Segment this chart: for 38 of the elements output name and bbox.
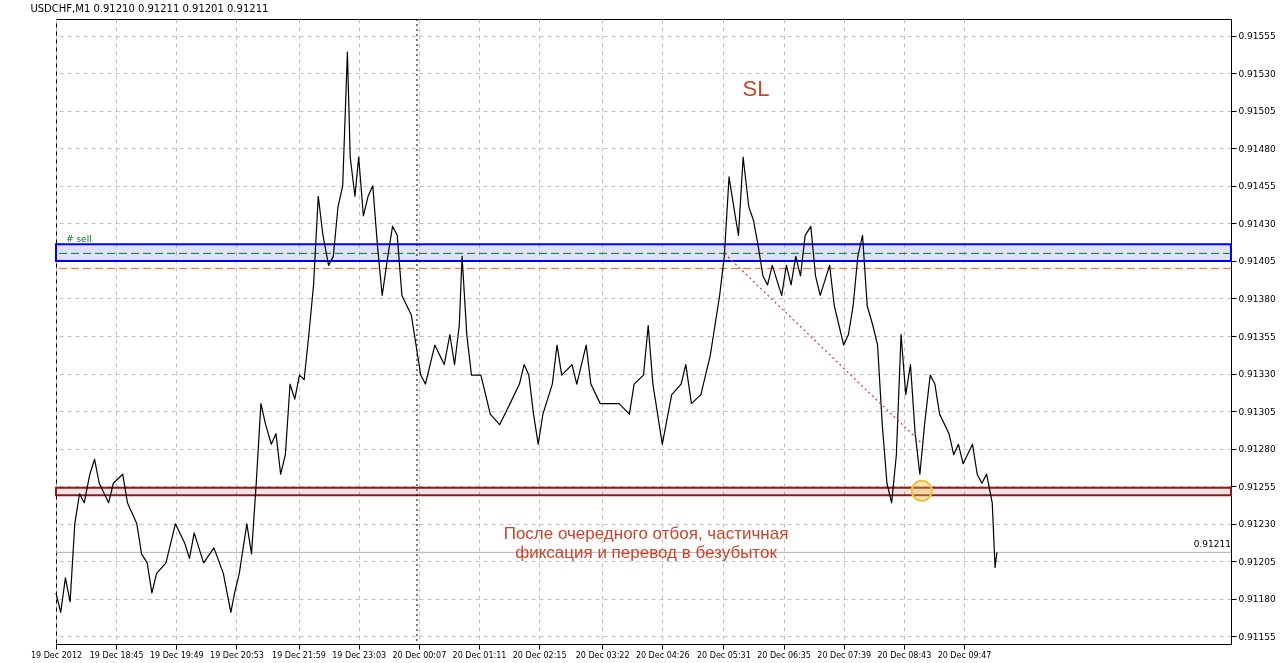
x-tick-label: 19 Dec 21:59 <box>272 650 326 660</box>
x-tick-label: 20 Dec 03:22 <box>575 650 630 660</box>
x-tick-label: 20 Dec 02:15 <box>512 650 567 660</box>
x-tick-label: 20 Dec 00:07 <box>392 650 447 660</box>
x-tick-label: 19 Dec 20:53 <box>210 650 264 660</box>
y-tick-label: 0.91455 <box>1238 181 1276 192</box>
y-tick-label: 0.91530 <box>1238 68 1276 79</box>
x-tick-label: 19 Dec 23:03 <box>332 650 387 660</box>
x-tick-label: 20 Dec 01:11 <box>452 650 507 660</box>
x-tick-label: 20 Dec 09:47 <box>937 650 992 660</box>
y-tick-label: 0.91205 <box>1238 556 1276 567</box>
y-tick-label: 0.91505 <box>1238 106 1276 117</box>
y-tick-label: 0.91330 <box>1238 369 1276 380</box>
y-tick-label: 0.91380 <box>1238 293 1276 304</box>
x-tick-label: 20 Dec 06:35 <box>757 650 811 660</box>
y-tick-label: 0.91305 <box>1238 406 1276 417</box>
annotation: SL <box>742 76 770 101</box>
chart-title: USDCHF,M1 0.91210 0.91211 0.91201 0.91211 <box>30 3 269 15</box>
y-tick-label: 0.91255 <box>1238 481 1276 492</box>
y-tick-label: 0.91180 <box>1238 594 1276 605</box>
y-tick-label: 0.91230 <box>1238 519 1276 530</box>
x-tick-label: 19 Dec 19:49 <box>149 650 204 660</box>
x-tick-label: 20 Dec 07:39 <box>817 650 872 660</box>
y-tick-label: 0.91355 <box>1238 331 1276 342</box>
ref-line-label: # sell <box>66 234 92 245</box>
ref-line-label: 0.91211 <box>1193 539 1231 550</box>
y-tick-label: 0.91430 <box>1238 218 1276 229</box>
y-tick-label: 0.91555 <box>1238 31 1276 42</box>
x-tick-label: 19 Dec 2012 <box>30 650 83 660</box>
x-tick-label: 20 Dec 04:26 <box>635 650 690 660</box>
x-tick-label: 20 Dec 05:31 <box>696 650 751 660</box>
x-tick-label: 20 Dec 08:43 <box>877 650 932 660</box>
x-tick-label: 19 Dec 18:45 <box>89 650 144 660</box>
y-tick-label: 0.91280 <box>1238 444 1276 455</box>
y-tick-label: 0.91480 <box>1238 143 1276 154</box>
y-tick-label: 0.91405 <box>1238 256 1276 267</box>
y-tick-label: 0.91155 <box>1238 631 1276 642</box>
annotation: После очередного отбоя, частичная фиксация и перевод в безубыток <box>503 524 789 562</box>
